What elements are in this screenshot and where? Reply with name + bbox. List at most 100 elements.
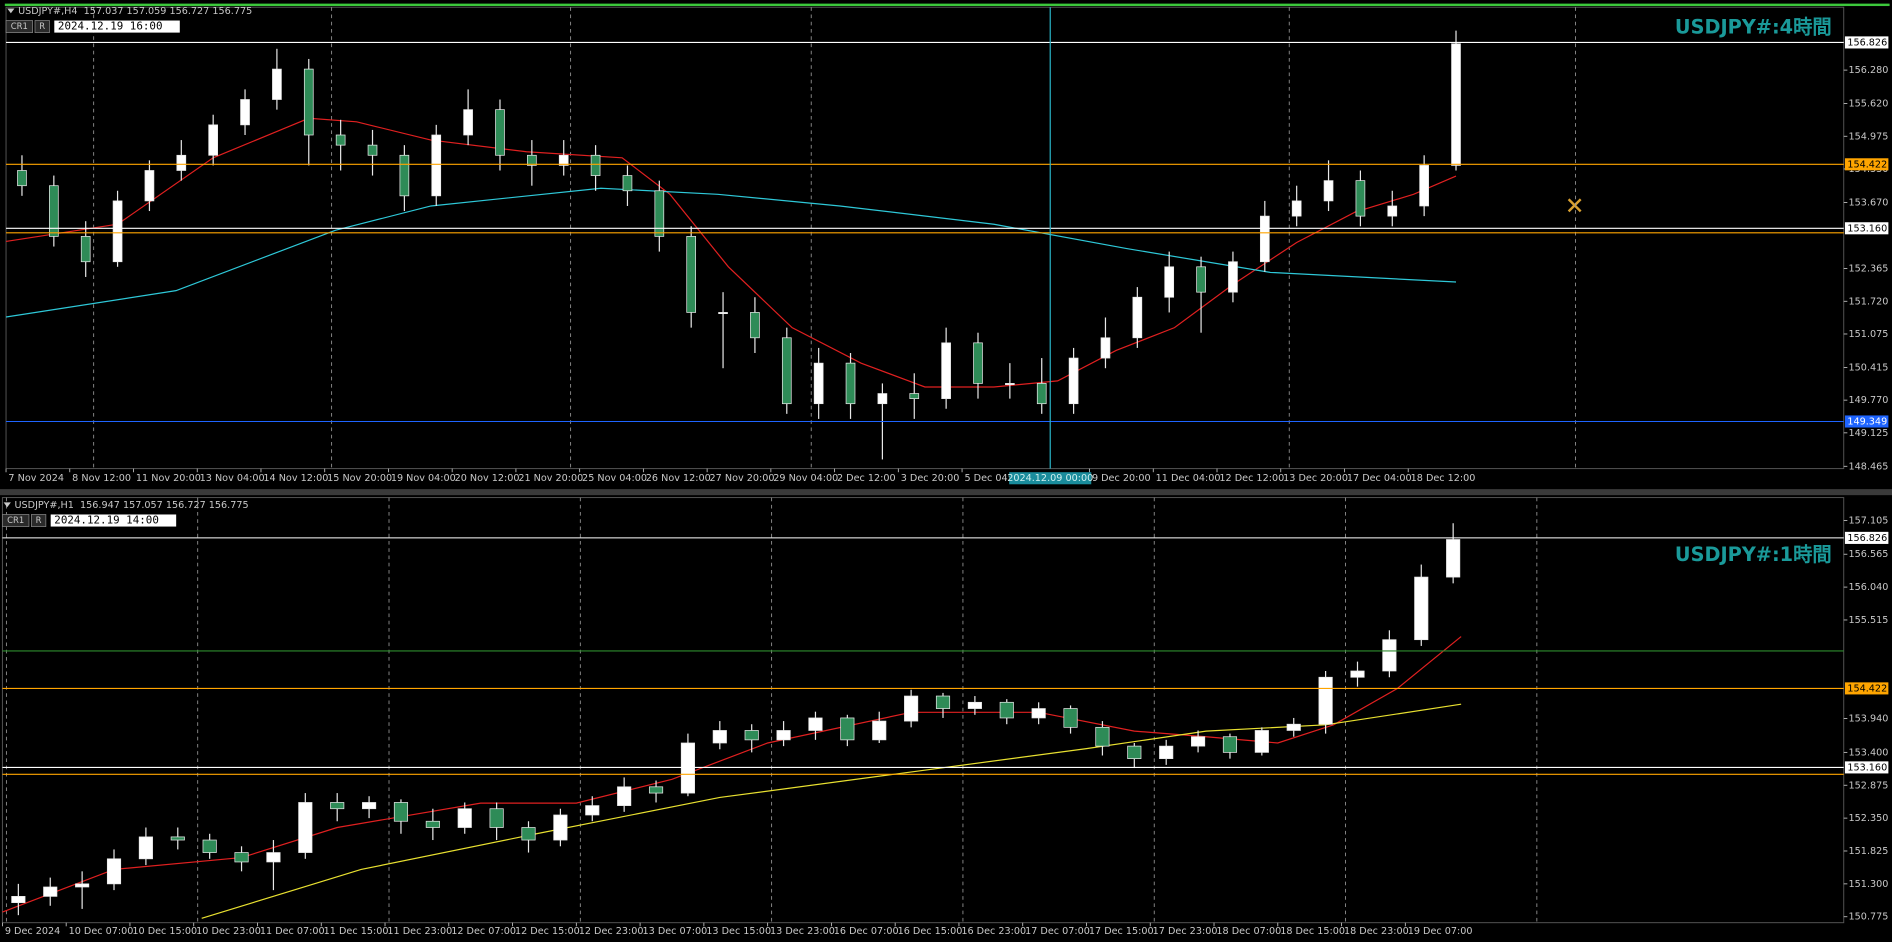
x-tick-label: 17 Dec 23:00	[1153, 926, 1218, 937]
toolbar-button-label: R	[39, 21, 45, 31]
price-level-box	[1844, 36, 1889, 49]
x-tick-label: 12 Dec 07:00	[451, 926, 516, 937]
candle-body	[1228, 261, 1238, 293]
candle-body	[1031, 708, 1046, 719]
candle-body	[335, 134, 346, 146]
price-level-box	[1844, 415, 1889, 428]
candle-body	[1350, 670, 1365, 678]
collapse-arrow	[3, 502, 11, 508]
candle-body	[208, 124, 218, 156]
y-tick-label: 151.825	[1849, 846, 1889, 857]
candle-body	[1164, 266, 1175, 298]
candle-body	[750, 312, 760, 339]
candle-body	[425, 820, 440, 828]
candle-body	[904, 695, 919, 722]
x-tick-label: 9 Dec 20:00	[1092, 473, 1151, 484]
candle-body	[585, 805, 600, 816]
chart-title: USDJPY#:4時間	[1675, 15, 1832, 38]
candle-body	[49, 185, 59, 237]
x-tick-label: 18 Dec 12:00	[1411, 473, 1476, 484]
y-tick-label: 148.465	[1849, 461, 1889, 472]
x-tick-label: 11 Nov 20:00	[136, 473, 201, 484]
x-tick-label: 13 Dec 07:00	[643, 926, 708, 937]
candle-body	[1318, 676, 1333, 725]
y-tick-label: 153.400	[1849, 747, 1889, 758]
candle-body	[266, 852, 281, 863]
y-tick-label: 152.875	[1849, 780, 1889, 791]
candle-body	[877, 393, 888, 405]
y-tick-label: 156.040	[1849, 582, 1889, 593]
y-tick-label: 149.125	[1849, 428, 1889, 439]
chart-title: USDJPY#:1時間	[1675, 543, 1832, 566]
candle-body	[1286, 723, 1301, 731]
candle-body	[17, 170, 27, 187]
price-level-box	[1844, 222, 1889, 235]
price-level-label: 154.422	[1847, 683, 1887, 694]
x-tick-label: 8 Nov 12:00	[72, 473, 131, 484]
x-tick-label: 11 Dec 04:00	[1156, 473, 1221, 484]
candle-body	[1127, 745, 1142, 760]
candle-body	[170, 836, 185, 841]
toolbar-button-label: R	[36, 515, 42, 525]
candle-body	[973, 342, 983, 384]
x-tick-label: 26 Nov 12:00	[646, 473, 711, 484]
candle-body	[80, 236, 91, 263]
candle-body	[1414, 576, 1429, 641]
candle-body	[1159, 745, 1174, 760]
y-tick-label: 149.770	[1849, 395, 1889, 406]
y-tick-label: 155.515	[1849, 615, 1889, 626]
toolbar-button[interactable]	[2, 514, 30, 527]
candle-body	[654, 190, 665, 237]
timestamp: 2024.12.19 14:00	[54, 514, 159, 527]
moving-average	[2, 636, 1462, 913]
candle-body	[1063, 708, 1078, 728]
collapse-arrow	[7, 8, 15, 14]
active-panel-border	[4, 3, 1890, 7]
y-tick-label: 156.280	[1849, 65, 1889, 76]
toolbar-button-label: CR1	[7, 515, 24, 525]
x-tick-label: 12 Dec 15:00	[515, 926, 580, 937]
x-tick-label: 25 Nov 04:00	[582, 473, 647, 484]
timestamp: 2024.12.19 16:00	[58, 20, 163, 33]
x-tick-label: 17 Dec 15:00	[1089, 926, 1154, 937]
tool-icon	[1567, 198, 1582, 213]
toolbar-button[interactable]	[34, 20, 50, 33]
candle-body	[272, 68, 282, 100]
candle-body	[1419, 165, 1429, 207]
x-tick-label: 13 Dec 20:00	[1283, 473, 1348, 484]
candle-body	[11, 896, 26, 904]
x-tick-label: 12 Dec 23:00	[579, 926, 644, 937]
candle-body	[106, 858, 122, 885]
x-tick-label: 11 Dec 23:00	[387, 926, 452, 937]
candle-body	[813, 362, 824, 405]
toolbar-button[interactable]	[5, 20, 33, 33]
toolbar-button[interactable]	[31, 514, 47, 527]
candle-body	[781, 337, 792, 405]
candle-body	[176, 154, 187, 171]
candle-body	[840, 717, 855, 741]
price-level-label: 153.160	[1847, 223, 1887, 234]
x-tick-label: 12 Dec 12:00	[1219, 473, 1284, 484]
candle-body	[808, 717, 823, 731]
price-level-label: 156.826	[1847, 37, 1887, 48]
candle-body	[489, 808, 504, 828]
y-tick-label: 155.620	[1849, 99, 1889, 110]
price-level-label: 154.422	[1847, 159, 1887, 170]
candle-body	[1036, 383, 1047, 405]
candle-body	[431, 134, 442, 197]
price-level-box	[1844, 761, 1889, 774]
moving-average	[201, 703, 1462, 919]
toolbar-button-label: CR1	[11, 21, 28, 31]
candle-body	[240, 99, 250, 126]
x-tick-label: 10 Dec 15:00	[132, 926, 197, 937]
candle-body	[1222, 736, 1238, 753]
x-tick-label: 29 Nov 04:00	[773, 473, 838, 484]
y-tick-label: 153.940	[1849, 714, 1889, 725]
y-tick-label: 154.975	[1849, 131, 1889, 142]
candle-body	[144, 170, 155, 202]
x-tick-label: 15 Nov 20:00	[327, 473, 392, 484]
candle-body	[553, 814, 568, 841]
x-tick-label: 19 Dec 07:00	[1408, 926, 1473, 937]
